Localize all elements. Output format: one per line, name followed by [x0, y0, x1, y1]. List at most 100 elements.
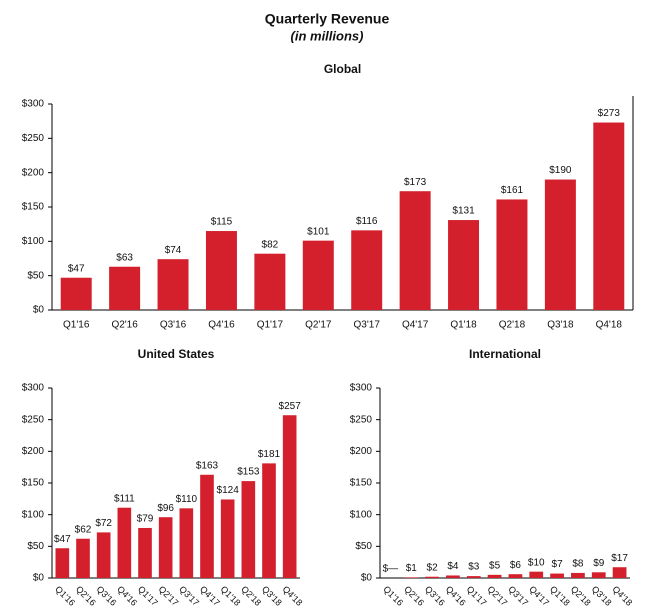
- x-tick-label: Q1'17: [136, 584, 160, 608]
- x-tick-label: Q4'18: [596, 320, 623, 331]
- value-label: $181: [258, 449, 281, 460]
- bar: [544, 179, 576, 310]
- value-label: $1: [406, 563, 418, 574]
- y-tick-label: $200: [22, 446, 45, 457]
- value-label: $10: [528, 557, 545, 568]
- y-tick-label: $200: [22, 167, 45, 178]
- value-label: $111: [114, 493, 135, 504]
- value-label: $257: [279, 401, 302, 412]
- value-label: $63: [116, 252, 133, 263]
- value-label: $163: [196, 460, 219, 471]
- bar: [302, 240, 334, 310]
- value-label: $5: [489, 560, 501, 571]
- value-label: $82: [262, 239, 279, 250]
- value-label: $161: [501, 185, 524, 196]
- bar: [351, 230, 383, 310]
- x-tick-label: Q1'16: [381, 584, 405, 608]
- bar: [205, 231, 237, 310]
- bar: [96, 532, 111, 578]
- y-tick-label: $100: [22, 236, 45, 247]
- y-tick-label: $0: [33, 573, 45, 584]
- x-tick-label: Q3'17: [354, 320, 381, 331]
- x-tick-label: Q1'17: [257, 320, 284, 331]
- bar: [200, 474, 214, 578]
- x-tick-label: Q2'16: [111, 320, 138, 331]
- y-tick-label: $50: [355, 541, 372, 552]
- value-label: $47: [68, 263, 85, 274]
- value-label: $79: [137, 514, 154, 525]
- value-label: $131: [452, 206, 475, 217]
- value-label: $17: [611, 553, 628, 564]
- x-tick-label: Q4'18: [610, 584, 634, 608]
- bar: [529, 571, 544, 578]
- bar: [158, 517, 173, 578]
- bar: [109, 266, 141, 310]
- value-label: $74: [165, 245, 182, 256]
- value-label: $124: [217, 485, 240, 496]
- x-tick-label: Q4'17: [527, 584, 551, 608]
- value-label: $62: [75, 524, 92, 535]
- value-label: $273: [598, 108, 621, 119]
- value-label: $173: [404, 177, 427, 188]
- x-tick-label: Q4'17: [198, 584, 222, 608]
- x-tick-label: Q3'16: [160, 320, 187, 331]
- bar: [425, 576, 439, 578]
- y-tick-label: $0: [33, 305, 45, 316]
- value-label: $—: [383, 564, 399, 575]
- x-tick-label: Q2'16: [402, 584, 426, 608]
- y-tick-label: $150: [350, 478, 373, 489]
- bar: [508, 574, 523, 578]
- bar: [262, 463, 276, 578]
- y-tick-label: $250: [350, 414, 373, 425]
- bar: [60, 277, 92, 310]
- bar: [550, 573, 564, 578]
- bar: [466, 576, 481, 578]
- bar: [591, 572, 606, 578]
- x-tick-label: Q1'16: [53, 584, 77, 608]
- value-label: $101: [307, 226, 330, 237]
- value-label: $6: [510, 560, 522, 571]
- x-tick-label: Q4'17: [402, 320, 429, 331]
- bar: [76, 538, 90, 578]
- x-tick-label: Q2'16: [74, 584, 98, 608]
- x-tick-label: Q1'18: [548, 584, 572, 608]
- y-tick-label: $100: [350, 509, 373, 520]
- bar: [282, 415, 297, 578]
- value-label: $116: [356, 216, 378, 227]
- x-tick-label: Q1'18: [450, 320, 477, 331]
- value-label: $153: [237, 467, 260, 478]
- value-label: $96: [157, 503, 174, 514]
- x-tick-label: Q2'18: [239, 584, 263, 608]
- y-tick-label: $100: [22, 509, 45, 520]
- x-tick-label: Q2'17: [157, 584, 181, 608]
- x-tick-label: Q1'18: [219, 584, 243, 608]
- value-label: $110: [176, 494, 198, 505]
- bar: [446, 575, 460, 578]
- value-label: $190: [549, 165, 572, 176]
- x-tick-label: Q3'17: [506, 584, 530, 608]
- x-tick-label: Q3'18: [590, 584, 614, 608]
- y-tick-label: $150: [22, 202, 45, 213]
- x-tick-label: Q2'17: [485, 584, 509, 608]
- bar: [220, 499, 235, 578]
- title: Quarterly Revenue: [265, 11, 390, 27]
- y-tick-label: $300: [350, 383, 373, 394]
- x-tick-label: Q1'17: [465, 584, 489, 608]
- bar: [487, 574, 502, 578]
- chart-title: Global: [324, 62, 361, 76]
- bar: [448, 220, 480, 310]
- value-label: $4: [447, 561, 459, 572]
- x-tick-label: Q2'17: [305, 320, 332, 331]
- x-tick-label: Q3'18: [260, 584, 284, 608]
- x-tick-label: Q1'16: [63, 320, 90, 331]
- x-tick-label: Q4'16: [444, 584, 468, 608]
- bar: [241, 481, 256, 578]
- bar: [404, 577, 419, 578]
- x-tick-label: Q4'16: [208, 320, 235, 331]
- bar: [254, 253, 286, 310]
- value-label: $9: [593, 558, 605, 569]
- chart-title: United States: [138, 347, 215, 361]
- y-tick-label: $0: [361, 573, 373, 584]
- value-label: $8: [572, 559, 584, 570]
